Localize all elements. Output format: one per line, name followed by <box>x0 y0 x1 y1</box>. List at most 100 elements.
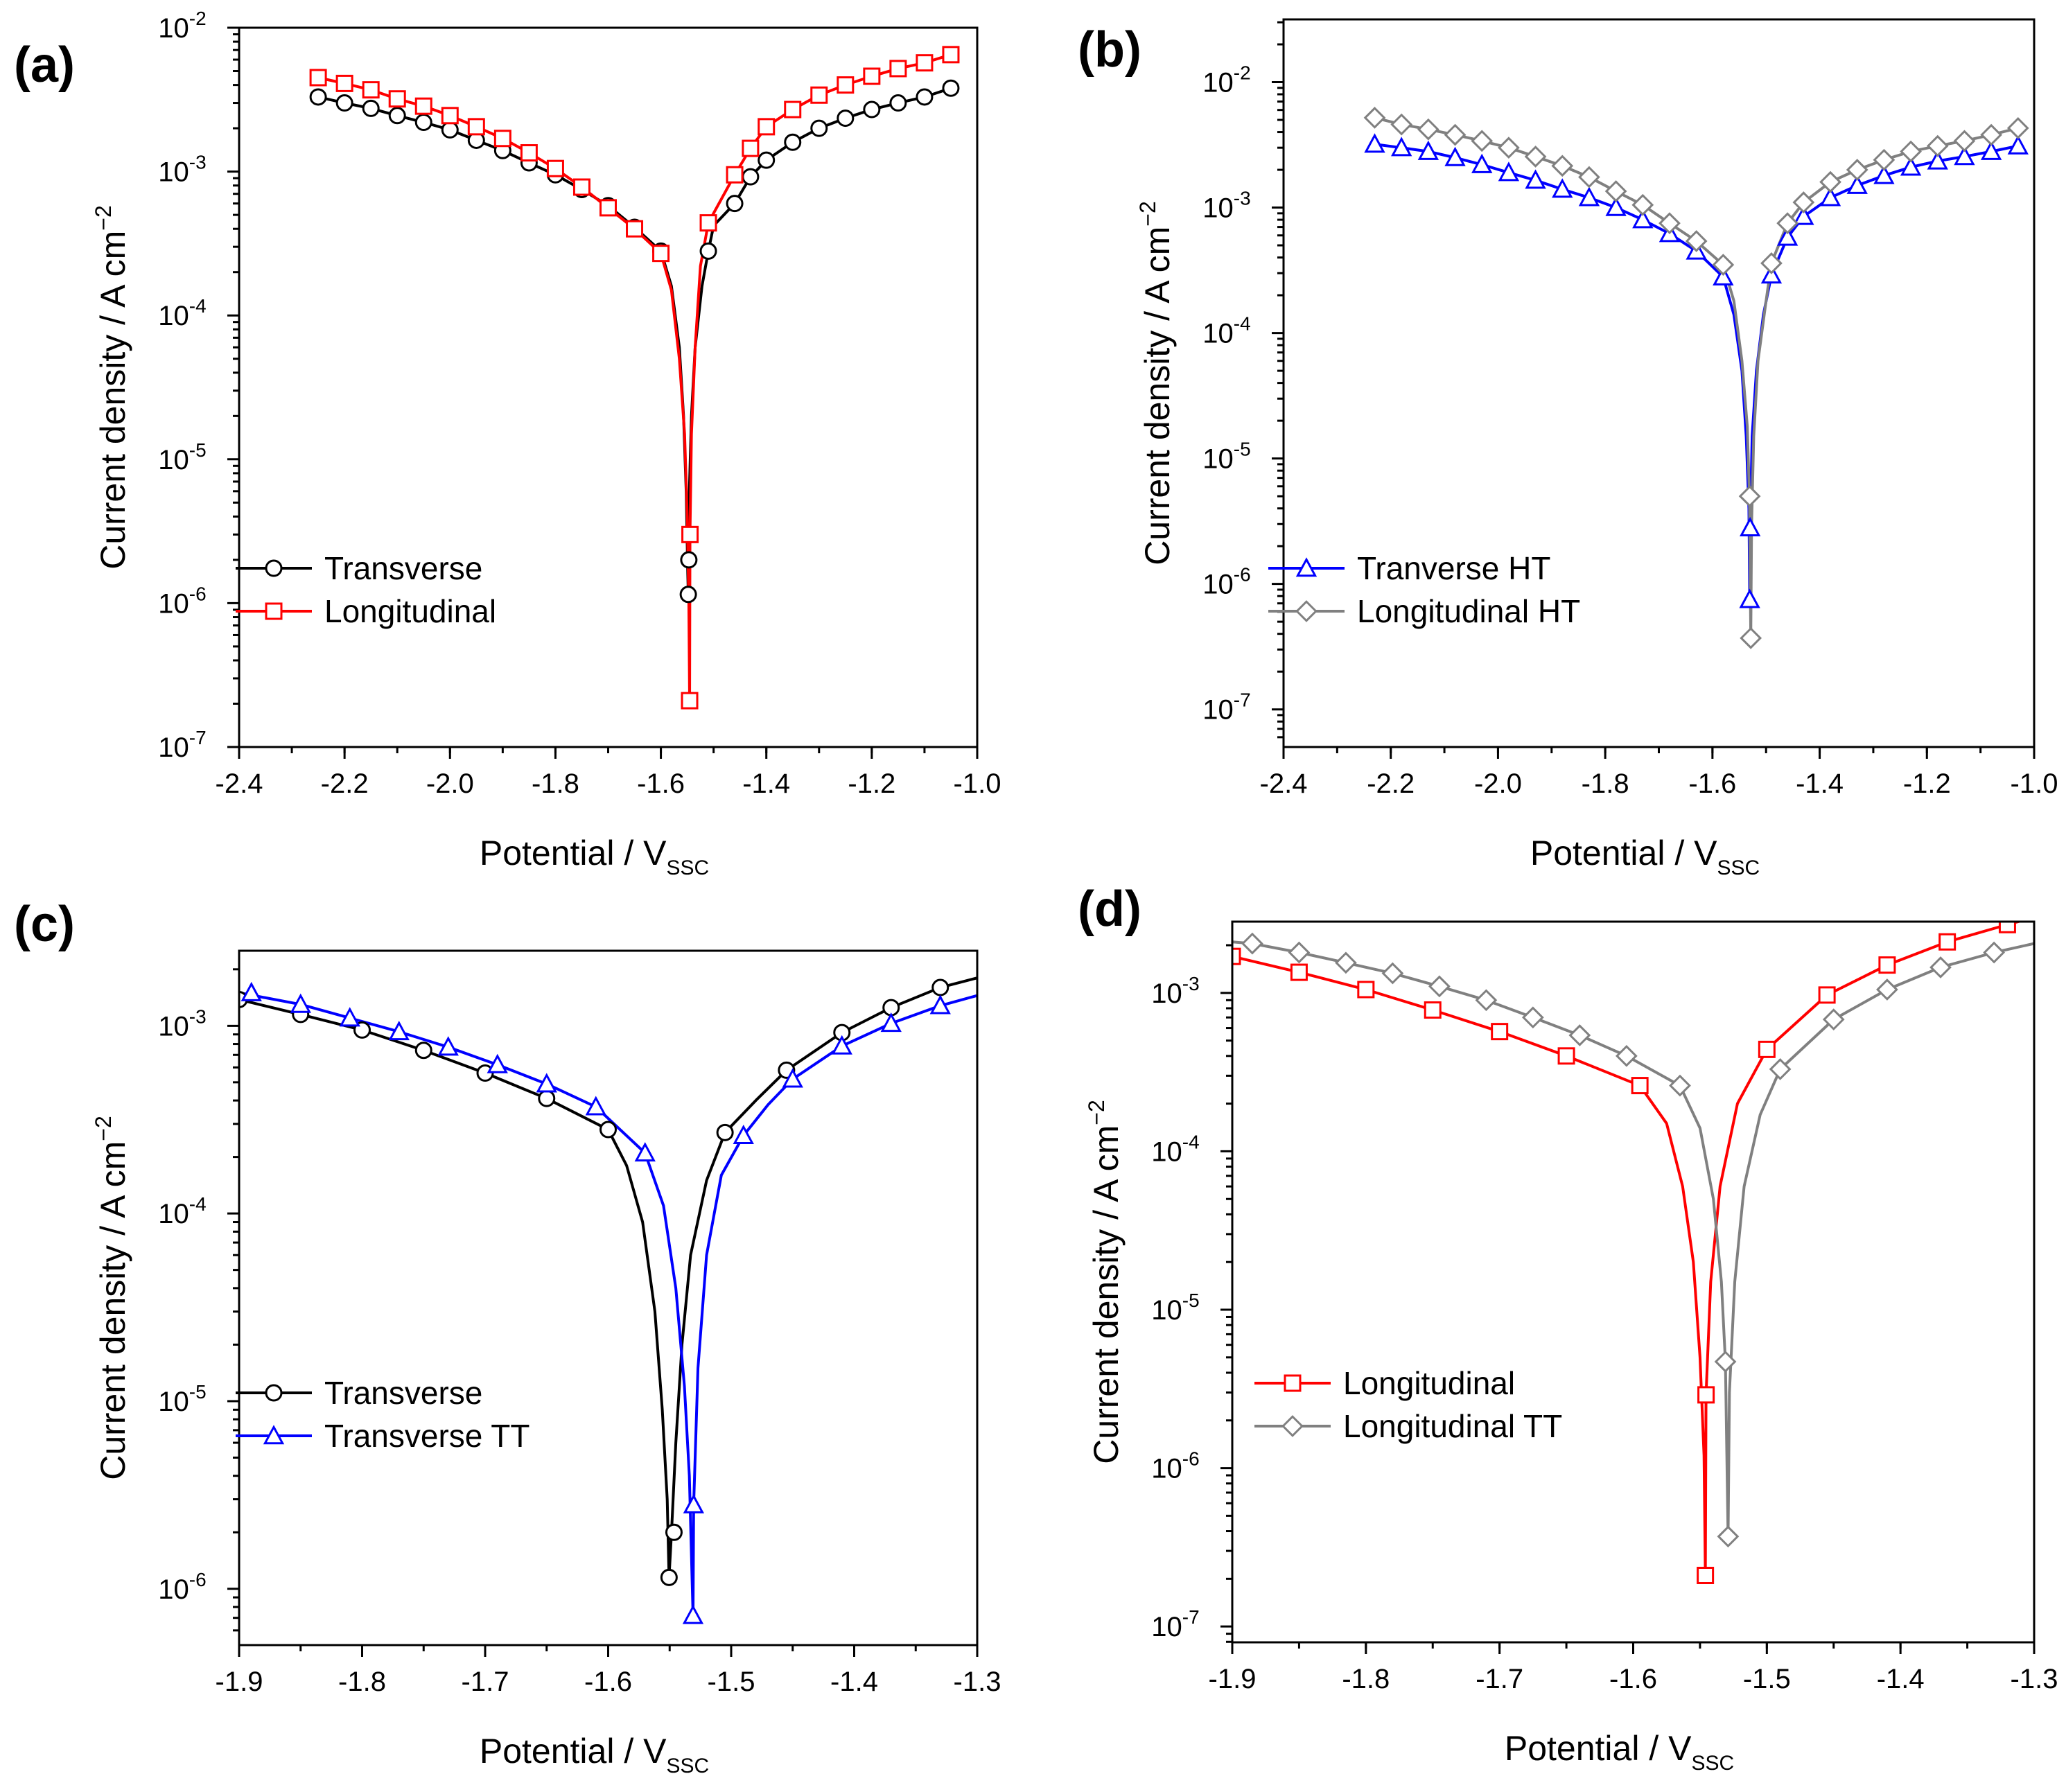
panel-b-marker-1-0 <box>1363 107 1386 129</box>
panel-a-marker-1-8 <box>520 144 538 162</box>
panel-d-marker-1-11 <box>1717 1525 1740 1548</box>
panel-d-xtick-label: -1.6 <box>1609 1664 1657 1694</box>
panel-a-marker-1-19 <box>758 118 776 136</box>
panel-c-legend-label-1: Transverse TT <box>324 1418 530 1454</box>
panel-c-marker-1-2 <box>339 1007 360 1027</box>
panel-c-marker-0-7 <box>660 1568 678 1586</box>
panel-d-series-line-0 <box>1232 922 2024 1577</box>
panel-a-ytick-label: 10-5 <box>158 439 206 475</box>
panel-b-marker-1-18 <box>1792 191 1815 213</box>
panel-c-marker-1-0 <box>240 981 262 1001</box>
panel-b-marker-1-1 <box>1390 113 1413 136</box>
panel-a-xtick-label: -2.2 <box>321 768 369 799</box>
panel-a-marker-0-15 <box>680 551 698 569</box>
panel-a-marker-0-5 <box>441 121 459 139</box>
panel-c-xtick-label: -1.3 <box>954 1667 1001 1697</box>
panel-b-marker-1-6 <box>1524 146 1547 168</box>
panel-b-ylabel: Current density / A cm−2 <box>1135 201 1177 565</box>
panel-c-ytick-label: 10-3 <box>158 1005 206 1042</box>
panel-b-marker-1-12 <box>1685 230 1708 252</box>
panel-a-xtick-label: -1.2 <box>848 768 895 799</box>
panel-b-legend-marker-0 <box>1295 557 1318 577</box>
panel-b-marker-1-22 <box>1900 140 1922 163</box>
panel-d-marker-0-0 <box>1232 947 1241 965</box>
panel-d-marker-1-8 <box>1615 1044 1638 1067</box>
panel-a-xtick-label: -1.4 <box>742 768 790 799</box>
panel-c-series-markers-1 <box>240 981 951 1624</box>
panel-a: (a) -2.4 -2.2 -2.0 -1.8 -1.6 -1.4 -1.2 -1.0 10-7 1… <box>14 8 1001 879</box>
panel-a-ytick-label: 10-7 <box>158 727 206 763</box>
panel-d-marker-1-10 <box>1714 1351 1737 1373</box>
panel-b-marker-0-10 <box>1632 209 1654 229</box>
panel-c-legend: Transverse Transverse TT <box>236 1375 530 1454</box>
panel-a-marker-0-4 <box>414 114 432 132</box>
panel-a-marker-1-11 <box>599 199 617 217</box>
panel-d-marker-1-4 <box>1428 975 1451 998</box>
panel-c-marker-0-9 <box>716 1123 734 1141</box>
panel-b-marker-0-0 <box>1364 133 1385 153</box>
panel-c-marker-1-1 <box>290 993 311 1013</box>
panel-a-marker-1-24 <box>889 60 907 78</box>
panel-d-xtick-label: -1.4 <box>1877 1664 1925 1694</box>
panel-a-marker-1-3 <box>388 90 406 108</box>
panel-a-marker-0-2 <box>362 99 380 117</box>
panel-c-marker-0-13 <box>931 978 949 996</box>
panel-c-xtick-label: -1.9 <box>216 1667 263 1697</box>
panel-d-marker-1-5 <box>1475 989 1498 1012</box>
panel-a-ylabel: Current density / A cm−2 <box>91 205 132 570</box>
panel-b-marker-1-2 <box>1417 118 1439 141</box>
panel-a-marker-1-17 <box>726 166 744 184</box>
panel-a-marker-1-0 <box>309 69 327 87</box>
panel-b-ytick-label: 10-2 <box>1202 62 1250 98</box>
panel-b-xtick-label: -1.8 <box>1582 768 1629 799</box>
panel-b-ytick-label: 10-3 <box>1202 188 1250 224</box>
panel-b-marker-0-17 <box>1776 226 1798 246</box>
panel-c-marker-1-10 <box>683 1493 705 1513</box>
panel-b-xtick-label: -1.4 <box>1796 768 1844 799</box>
panel-b-marker-1-10 <box>1631 193 1654 216</box>
panel-c-marker-0-6 <box>599 1121 617 1139</box>
panel-c-marker-1-8 <box>634 1142 656 1162</box>
panel-c-ytick-label: 10-5 <box>158 1381 206 1417</box>
panel-d-marker-0-10 <box>1818 986 1836 1004</box>
panel-c: (c) -1.9 -1.8 -1.7 -1.6 -1.5 -1.4 -1.3 10-6 10-5 1… <box>14 897 1001 1777</box>
panel-b-marker-0-26 <box>2007 134 2029 155</box>
panel-a-ytick-label: 10-6 <box>158 583 206 619</box>
panel-b-marker-1-9 <box>1604 180 1627 202</box>
panel-c-legend-marker-0 <box>265 1384 283 1402</box>
panel-c-marker-1-11 <box>733 1124 754 1145</box>
panel-a-legend-label-1: Longitudinal <box>324 593 496 629</box>
panel-b-ytick-label: 10-4 <box>1202 313 1250 349</box>
panel-a-marker-1-22 <box>837 76 855 94</box>
panel-d-marker-1-9 <box>1669 1074 1691 1097</box>
panel-c-xtick-label: -1.6 <box>584 1667 632 1697</box>
panel-a-marker-1-26 <box>942 46 960 64</box>
panel-a-marker-0-20 <box>784 133 802 151</box>
panel-b-marker-0-5 <box>1498 161 1520 182</box>
panel-a-marker-0-24 <box>889 94 907 112</box>
panel-a-marker-1-20 <box>784 100 802 118</box>
panel-a-frame <box>238 26 979 748</box>
panel-a-legend-marker-0 <box>265 559 283 577</box>
panel-a-series-line-1 <box>317 53 952 703</box>
panel-c-frame <box>238 949 979 1646</box>
panel-d-marker-0-8 <box>1697 1386 1715 1404</box>
panel-b-xlabel: Potential / VSSC <box>1530 834 1760 879</box>
panel-b-marker-1-17 <box>1776 212 1799 235</box>
panel-d-marker-1-1 <box>1288 941 1311 964</box>
panel-a-marker-1-5 <box>441 107 459 125</box>
panel-a-marker-1-9 <box>546 159 564 177</box>
panel-c-xtick-label: -1.8 <box>338 1667 386 1697</box>
panel-d-ytick-label: 10-7 <box>1151 1606 1199 1642</box>
panel-d-ytick-label: 10-5 <box>1151 1290 1199 1326</box>
panel-b-xtick-label: -2.4 <box>1260 768 1308 799</box>
panel-d-marker-1-13 <box>1822 1008 1845 1031</box>
panel-a-xtick-label: -1.6 <box>637 768 685 799</box>
panel-a-marker-1-21 <box>810 86 828 104</box>
panel-a-label: (a) <box>14 37 75 93</box>
panel-b-ytick-label: 10-6 <box>1202 564 1250 600</box>
panel-a-marker-0-22 <box>837 109 855 128</box>
panel-b-series-markers-0 <box>1364 133 2029 608</box>
panel-b-marker-0-1 <box>1391 137 1412 157</box>
